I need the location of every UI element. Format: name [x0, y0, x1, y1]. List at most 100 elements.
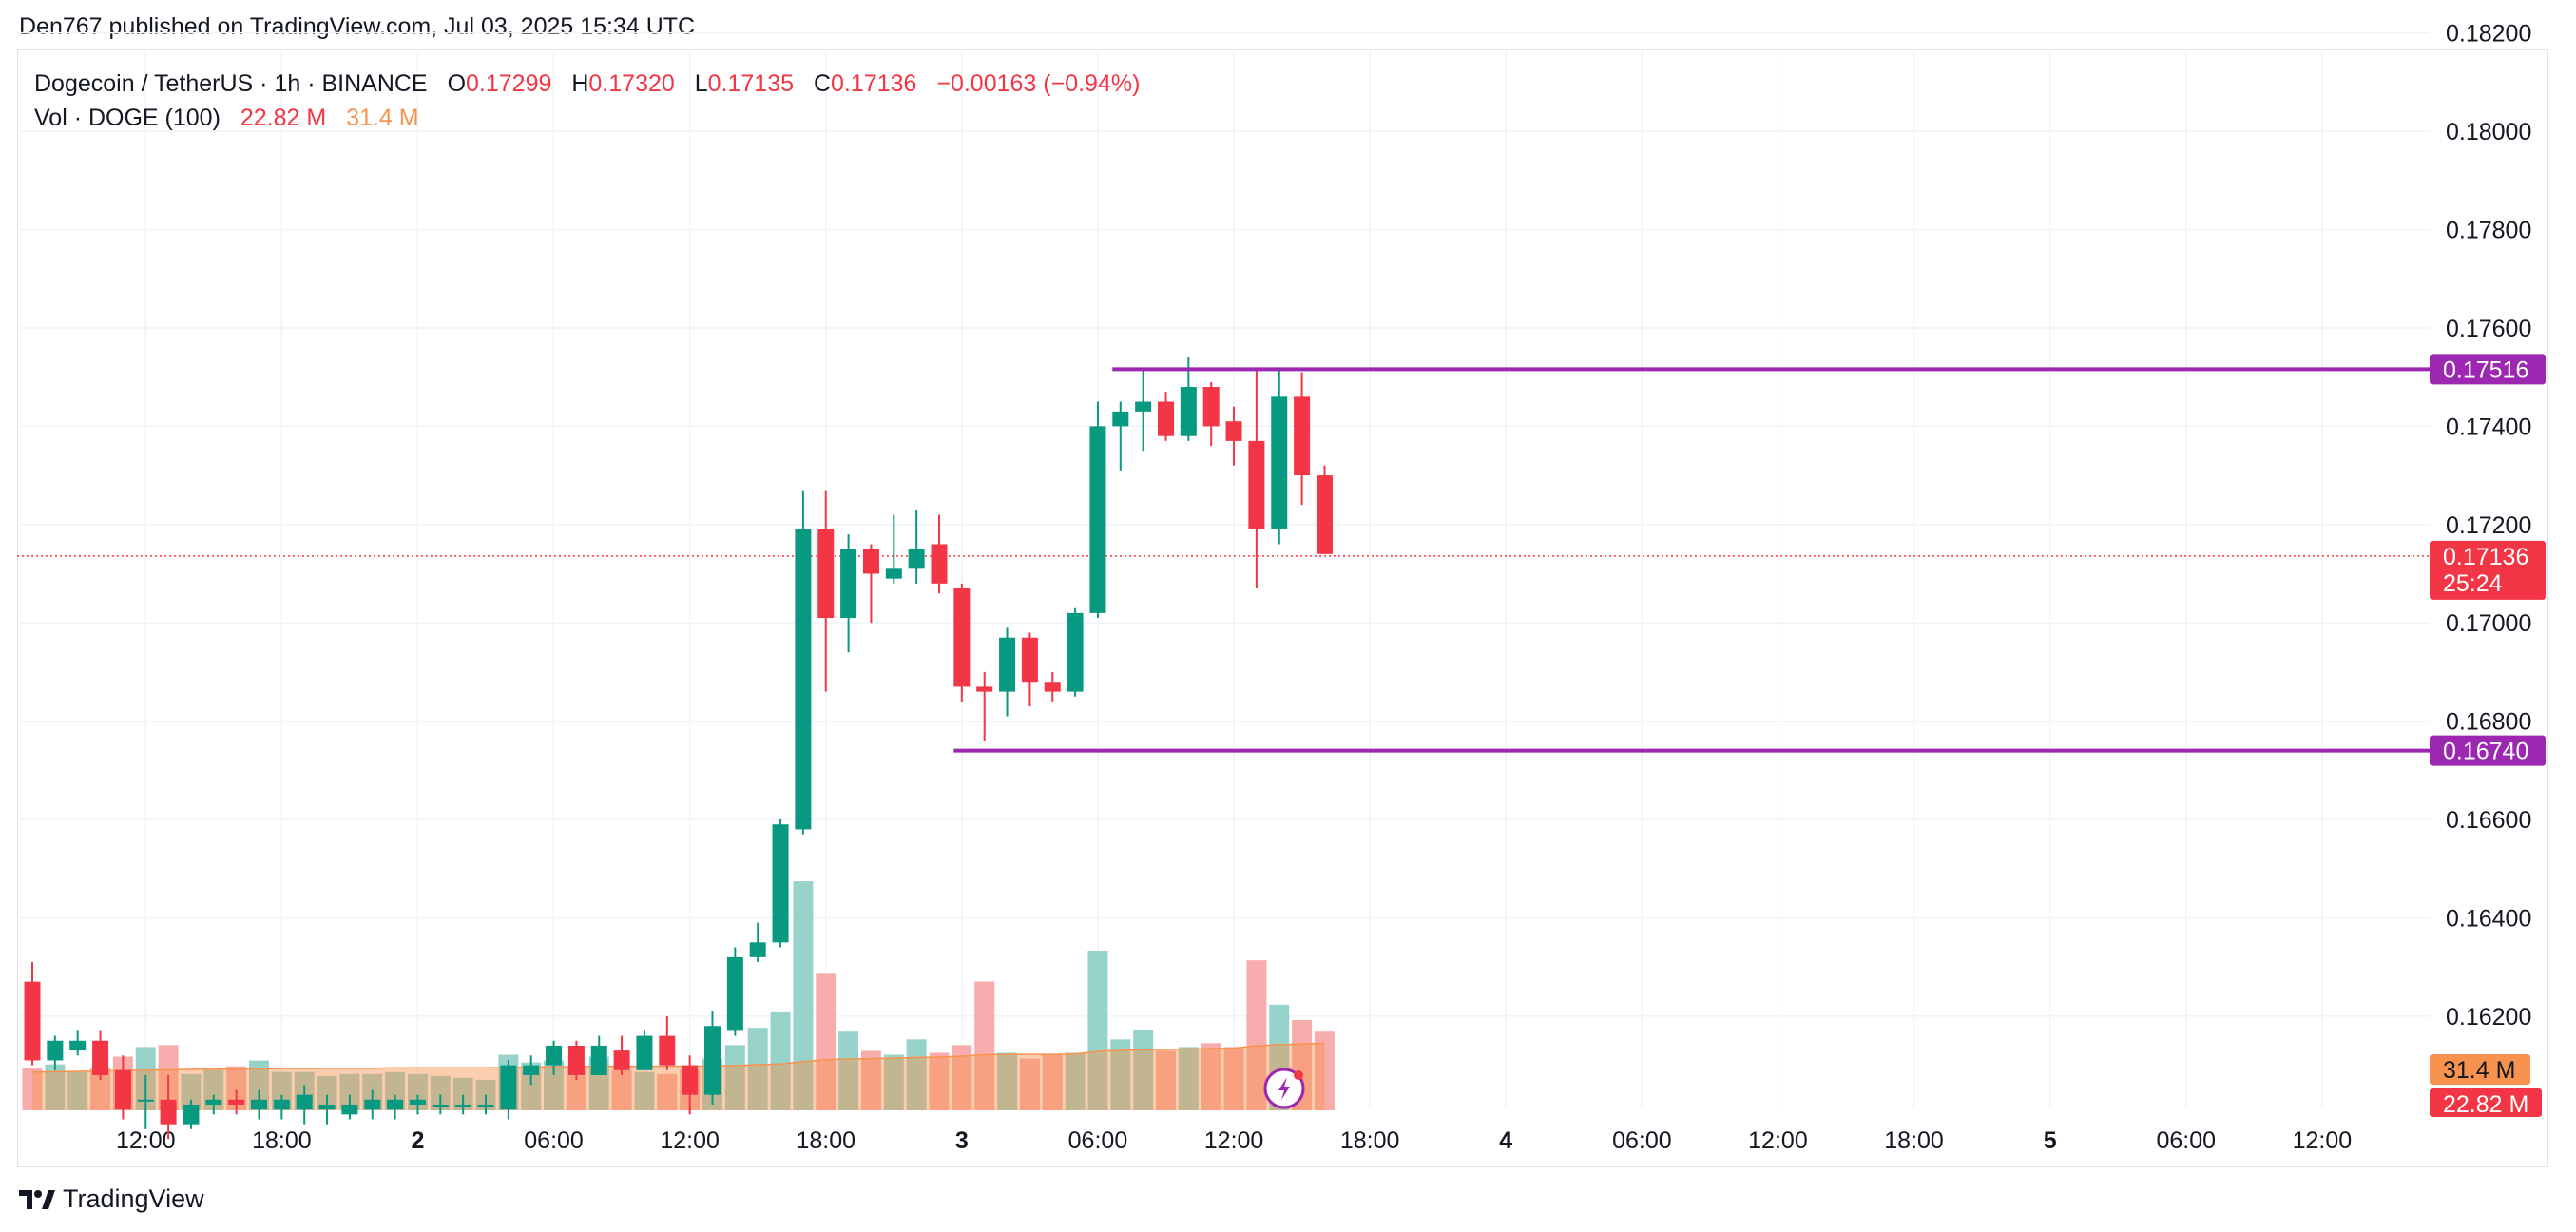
volume-bar [45, 1064, 66, 1110]
legend-low-value: 0.17135 [707, 70, 795, 97]
x-tick-label: 12:00 [1204, 1127, 1264, 1154]
level-price-badge [2430, 354, 2546, 385]
volume-bar [67, 1071, 88, 1110]
last-price-badge [2430, 540, 2546, 600]
candle-body [92, 1040, 109, 1075]
candle-body [114, 1069, 131, 1110]
candle-body [931, 544, 948, 584]
y-tick-label: 0.16400 [2446, 905, 2531, 932]
candle-body [523, 1065, 540, 1075]
volume-bar [747, 1028, 768, 1110]
candle-body [885, 568, 902, 579]
volume-bar [1178, 1047, 1199, 1110]
volume-bar [339, 1073, 360, 1110]
legend-volume-value: 22.82 M [240, 105, 327, 131]
y-tick-label: 0.18000 [2446, 119, 2531, 145]
candle-body [318, 1104, 336, 1110]
volume-bar [452, 1077, 473, 1110]
candle-body [1271, 396, 1288, 529]
volume-bar [181, 1073, 202, 1110]
last-price-label: 0.17136 [2443, 544, 2528, 570]
level-price-label: 0.16740 [2443, 739, 2528, 765]
candle-body [47, 1040, 64, 1061]
y-tick-label: 0.17800 [2446, 218, 2531, 244]
candle-body [999, 637, 1016, 692]
candle-body [613, 1050, 630, 1070]
candle-body [205, 1099, 222, 1105]
chart-legend: Dogecoin / TetherUS · 1h · BINANCE O0.17… [34, 67, 1140, 135]
legend-row-price: Dogecoin / TetherUS · 1h · BINANCE O0.17… [34, 67, 1140, 101]
candle-body [251, 1099, 267, 1110]
x-tick-label: 18:00 [1340, 1127, 1400, 1154]
candle-body [749, 942, 766, 957]
volume-bar [1201, 1043, 1221, 1110]
level-price-badge [2430, 735, 2546, 766]
candle-body [1316, 475, 1333, 554]
x-tick-label: 12:00 [116, 1127, 176, 1154]
candle-body [500, 1065, 517, 1110]
legend-change: −0.00163 (−0.94%) [936, 70, 1141, 97]
legend-high-value: 0.17320 [588, 70, 675, 97]
candle-body [24, 981, 41, 1061]
candle-body [1158, 401, 1174, 436]
volume-bar [657, 1073, 678, 1110]
volume-bar [634, 1071, 655, 1110]
legend-symbol[interactable]: Dogecoin / TetherUS · 1h · BINANCE [34, 70, 428, 97]
candle-body [228, 1099, 245, 1105]
x-tick-label: 12:00 [1748, 1127, 1808, 1154]
candle-body [795, 529, 812, 830]
x-tick-label: 2 [411, 1127, 424, 1154]
candle-body [296, 1094, 313, 1110]
legend-volume-label[interactable]: Vol · DOGE (100) [34, 105, 221, 131]
volume-bar [1019, 1058, 1040, 1110]
volume-bar [1223, 1047, 1244, 1110]
price-chart[interactable]: 0.16200 0.16400 0.16600 0.16800 0.17000 0.172… [0, 0, 2576, 1179]
candle-body [546, 1045, 563, 1066]
volume-bar [611, 1069, 632, 1110]
x-tick-label: 18:00 [796, 1127, 855, 1154]
legend-high-label: H [571, 70, 589, 97]
lightning-bolt-icon [1278, 1077, 1290, 1100]
volume-ma-area [32, 1043, 1325, 1110]
volume-bar [226, 1066, 247, 1110]
legend-low-label: L [694, 70, 708, 97]
candle-body [160, 1099, 177, 1125]
y-tick-label: 0.17000 [2446, 610, 2531, 637]
volume-badge-label: 22.82 M [2443, 1091, 2528, 1118]
volume-bar [974, 981, 995, 1110]
volume-bar [724, 1045, 745, 1110]
brand-name: TradingView [63, 1184, 204, 1213]
candle-body [137, 1099, 154, 1102]
volume-bar [1065, 1052, 1086, 1110]
volume-ma-line [31, 1042, 1325, 1073]
candle-body [1089, 426, 1106, 613]
candle-body [1112, 411, 1129, 427]
candle-body [364, 1099, 381, 1110]
candle-body [726, 956, 743, 1031]
x-tick-label: 12:00 [2293, 1127, 2353, 1154]
x-tick-label: 18:00 [252, 1127, 312, 1154]
volume-bar [1087, 951, 1108, 1110]
candle-body [682, 1065, 699, 1095]
x-tick-label: 06:00 [524, 1127, 584, 1154]
candle-body [1067, 612, 1084, 692]
candle-body [432, 1104, 449, 1107]
candle-body [908, 549, 925, 569]
volume-bar [1314, 1031, 1335, 1110]
chart-frame [17, 49, 2548, 1167]
candle-body [1135, 401, 1152, 412]
volume-bar [883, 1054, 904, 1110]
candle-body [817, 529, 835, 619]
candle-body [1044, 682, 1061, 692]
x-tick-label: 12:00 [660, 1127, 720, 1154]
volume-bar [1110, 1039, 1131, 1110]
candle-body [454, 1104, 471, 1107]
volume-ma-badge-label: 31.4 M [2443, 1057, 2515, 1084]
tradingview-brand[interactable]: TradingView [19, 1184, 204, 1214]
legend-close-label: C [813, 70, 832, 97]
y-tick-label: 0.18200 [2446, 21, 2531, 48]
candle-body [477, 1104, 494, 1107]
volume-bar [793, 881, 814, 1110]
tradingview-logo-icon [19, 1189, 55, 1209]
y-tick-label: 0.17200 [2446, 512, 2531, 539]
